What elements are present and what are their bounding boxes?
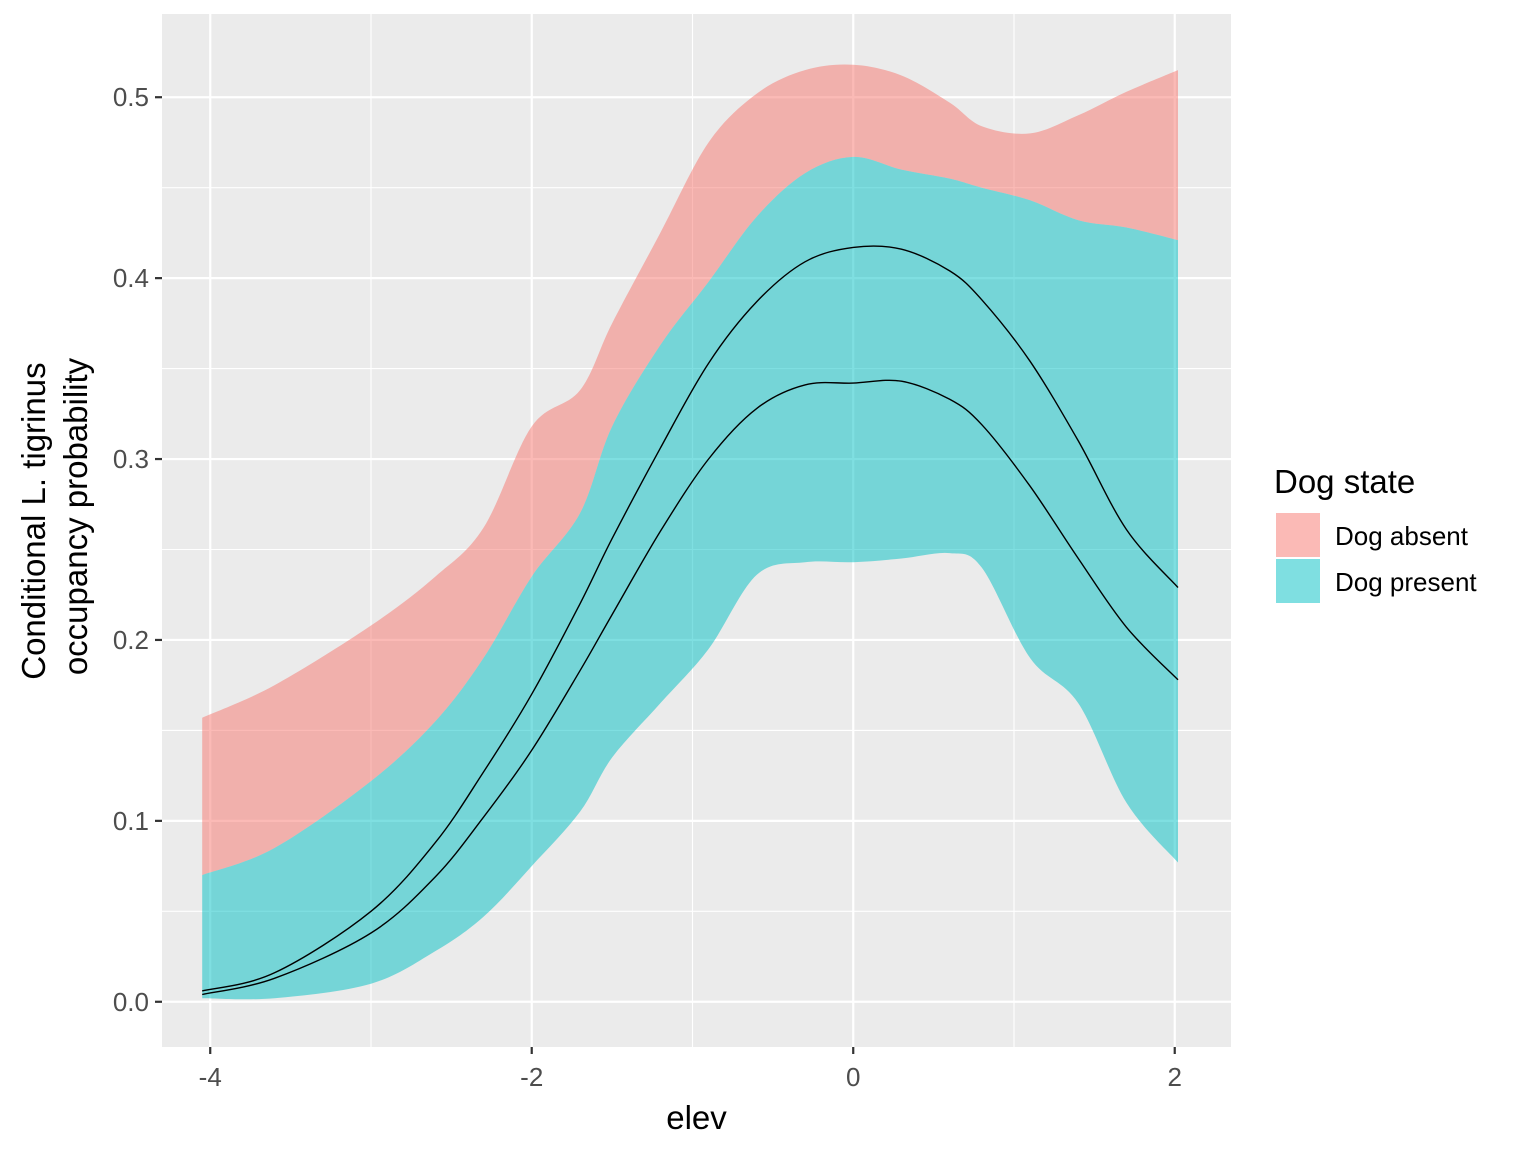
x-axis-title: elev xyxy=(666,1099,727,1136)
line-dog-absent xyxy=(202,245,1179,992)
legend-label-dog-absent: Dog absent xyxy=(1335,521,1469,551)
series-lines xyxy=(202,245,1179,996)
line-dog-present xyxy=(202,379,1179,996)
legend-key-dog-absent xyxy=(1274,511,1322,559)
confidence-bands xyxy=(202,64,1178,1000)
y-tick-label: 0.1 xyxy=(113,806,149,836)
legend-key-dog-present xyxy=(1274,557,1322,605)
legend-label-dog-present: Dog present xyxy=(1335,567,1477,597)
y-axis-title-line-1: Conditional L. tigrinus xyxy=(15,362,52,679)
y-axis-title-line-2: occupancy probability xyxy=(57,357,94,675)
y-tick-label: 0.0 xyxy=(113,987,149,1017)
y-tick-label: 0.2 xyxy=(113,625,149,655)
y-tick-label: 0.4 xyxy=(113,263,149,293)
y-tick-label: 0.3 xyxy=(113,444,149,474)
legend: Dog state Dog absent Dog present xyxy=(1274,463,1477,605)
x-axis-ticks: -4 -2 0 2 xyxy=(199,1047,1182,1092)
y-axis-title: Conditional L. tigrinus occupancy probab… xyxy=(15,353,94,680)
band-dog-present xyxy=(202,156,1178,1000)
y-tick-label: 0.5 xyxy=(113,82,149,112)
x-tick-label: 2 xyxy=(1168,1062,1182,1092)
legend-title: Dog state xyxy=(1274,463,1415,500)
x-tick-label: -4 xyxy=(199,1062,222,1092)
band-dog-absent xyxy=(202,64,1178,876)
y-axis-ticks: 0.0 0.1 0.2 0.3 0.4 0.5 xyxy=(113,82,162,1017)
x-tick-label: 0 xyxy=(846,1062,860,1092)
x-tick-label: -2 xyxy=(520,1062,543,1092)
